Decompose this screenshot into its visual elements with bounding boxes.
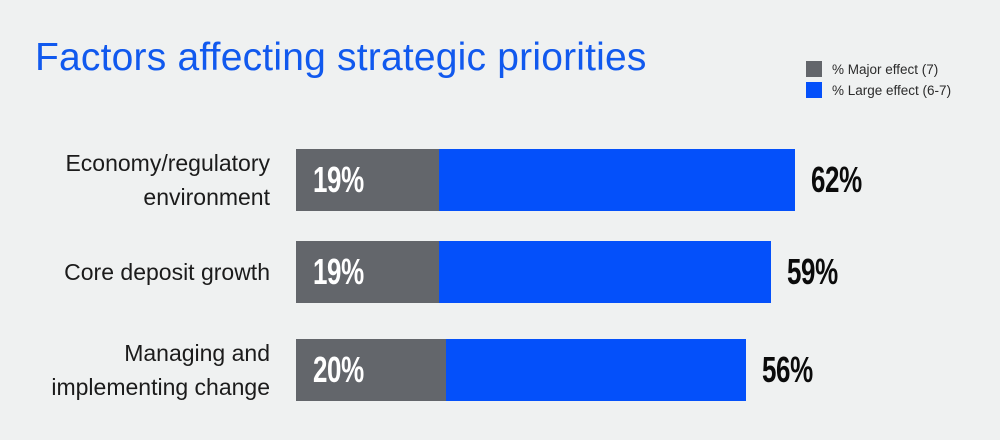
- bar-row-economy: Economy/regulatory environment 19% 62%: [0, 149, 882, 211]
- legend-item-major: % Major effect (7): [806, 61, 951, 77]
- category-label-line: environment: [143, 184, 270, 210]
- legend-item-large: % Large effect (6-7): [806, 82, 951, 98]
- legend-label-large: % Large effect (6-7): [832, 82, 952, 98]
- bar-track: 19% 59%: [296, 241, 858, 303]
- bar-track: 19% 62%: [296, 149, 882, 211]
- bar-segment-large: [439, 149, 795, 211]
- bar-segment-major: 19%: [296, 149, 439, 211]
- category-label: Economy/regulatory environment: [0, 149, 270, 211]
- category-label-line: Core deposit growth: [64, 259, 270, 285]
- category-label: Core deposit growth: [0, 241, 270, 303]
- chart-title: Factors affecting strategic priorities: [35, 36, 647, 79]
- bar-segment-major: 19%: [296, 241, 439, 303]
- bar-segment-large: [439, 241, 771, 303]
- major-value-label: 19%: [313, 251, 364, 292]
- bar-row-core-deposit: Core deposit growth 19% 59%: [0, 241, 858, 303]
- bar-row-managing-change: Managing and implementing change 20% 56%: [0, 339, 833, 401]
- category-label-line: Economy/regulatory: [65, 150, 270, 176]
- major-value-label: 19%: [313, 159, 364, 200]
- total-value-label: 56%: [762, 349, 813, 390]
- bar-segment-major: 20%: [296, 339, 446, 401]
- category-label: Managing and implementing change: [0, 339, 270, 401]
- category-label-line: Managing and: [124, 340, 270, 366]
- legend-swatch-large: [806, 82, 822, 98]
- legend-label-major: % Major effect (7): [832, 61, 939, 77]
- total-value-label: 59%: [787, 251, 838, 292]
- bar-segment-large: [446, 339, 746, 401]
- legend-swatch-major: [806, 61, 822, 77]
- category-label-line: implementing change: [51, 374, 270, 400]
- major-value-label: 20%: [313, 349, 364, 390]
- legend: % Major effect (7) % Large effect (6-7): [806, 61, 951, 103]
- bar-track: 20% 56%: [296, 339, 833, 401]
- total-value-label: 62%: [811, 159, 862, 200]
